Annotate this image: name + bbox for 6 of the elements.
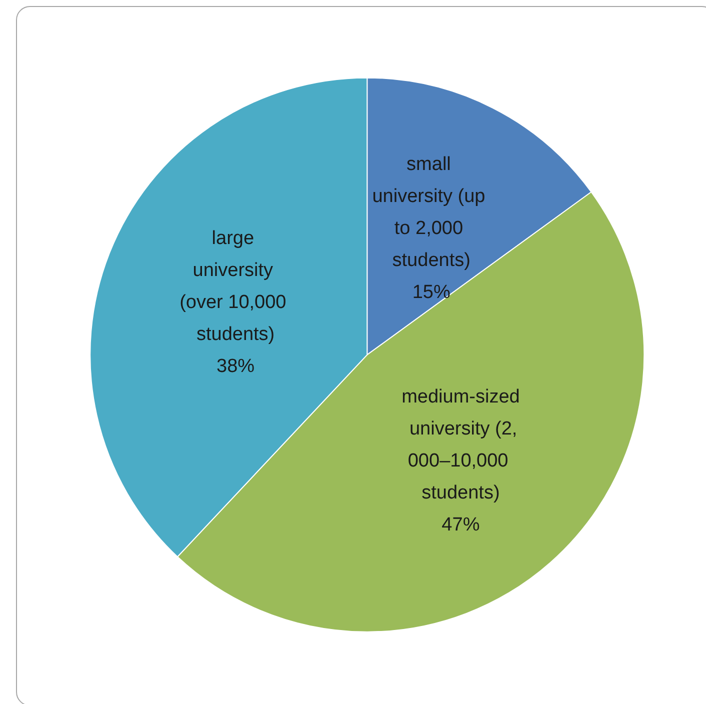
data-label: 38% [216,356,255,378]
data-label: 47% [442,514,480,536]
slice-label: small university (up to 2,000 students) [372,154,490,272]
slice-label: medium-sized university (2,000–10,000 students) [402,386,520,504]
data-label: 15% [412,282,450,304]
slice-label: large university (over 10,000 students) [180,228,292,346]
